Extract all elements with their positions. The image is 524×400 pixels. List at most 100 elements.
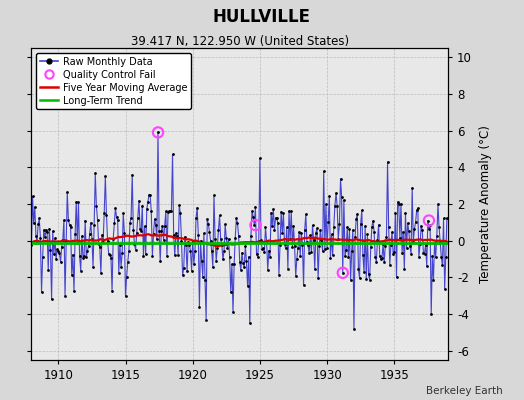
- Point: [222, 235, 231, 241]
- Point: [219, 256, 227, 262]
- Point: [163, 252, 171, 259]
- Point: [136, 226, 144, 232]
- Point: [37, 289, 46, 295]
- Point: [34, 221, 42, 227]
- Point: [126, 220, 134, 226]
- Point: [151, 222, 160, 228]
- Point: [353, 211, 362, 217]
- Point: [431, 254, 440, 260]
- Point: [150, 216, 159, 222]
- Point: [400, 266, 409, 272]
- Point: [416, 241, 424, 248]
- Point: [243, 282, 252, 289]
- Point: [408, 185, 417, 191]
- Point: [304, 242, 312, 248]
- Point: [134, 215, 142, 222]
- Point: [384, 158, 392, 165]
- Point: [332, 190, 340, 196]
- Point: [209, 264, 217, 270]
- Point: [257, 236, 265, 243]
- Point: [352, 216, 361, 222]
- Point: [254, 254, 262, 260]
- Point: [68, 272, 76, 278]
- Point: [100, 210, 108, 216]
- Point: [149, 230, 158, 237]
- Point: [296, 253, 304, 259]
- Point: [175, 202, 183, 209]
- Point: [202, 316, 210, 323]
- Point: [308, 222, 316, 228]
- Point: [116, 242, 124, 248]
- Point: [59, 236, 67, 243]
- Point: [276, 242, 284, 248]
- Point: [270, 227, 279, 234]
- Point: [242, 258, 250, 264]
- Point: [90, 222, 99, 228]
- Point: [110, 220, 118, 226]
- Point: [334, 236, 343, 242]
- Point: [27, 242, 36, 248]
- Point: [152, 236, 161, 242]
- Point: [193, 204, 201, 211]
- Point: [166, 208, 174, 214]
- Point: [137, 228, 145, 234]
- Point: [347, 248, 356, 255]
- Point: [67, 224, 75, 230]
- Point: [157, 228, 166, 234]
- Point: [205, 229, 214, 235]
- Point: [360, 269, 368, 276]
- Point: [336, 176, 345, 182]
- Point: [155, 228, 163, 234]
- Point: [364, 271, 373, 278]
- Point: [333, 203, 341, 209]
- Point: [411, 219, 420, 226]
- Point: [215, 212, 224, 219]
- Point: [403, 220, 412, 226]
- Point: [253, 251, 261, 257]
- Point: [246, 320, 254, 326]
- Point: [167, 208, 176, 214]
- Point: [125, 248, 133, 254]
- Point: [231, 234, 239, 241]
- Point: [266, 254, 274, 260]
- Legend: Raw Monthly Data, Quality Control Fail, Five Year Moving Average, Long-Term Tren: Raw Monthly Data, Quality Control Fail, …: [36, 53, 191, 109]
- Point: [315, 243, 323, 249]
- Point: [419, 250, 428, 256]
- Point: [52, 256, 60, 262]
- Point: [392, 274, 401, 280]
- Point: [359, 252, 367, 258]
- Point: [382, 234, 390, 240]
- Point: [88, 235, 96, 242]
- Point: [286, 236, 294, 242]
- Point: [188, 267, 196, 274]
- Point: [261, 224, 270, 230]
- Point: [265, 248, 273, 254]
- Point: [414, 253, 423, 260]
- Point: [47, 296, 56, 303]
- Point: [442, 254, 450, 260]
- Point: [260, 249, 269, 255]
- Point: [234, 232, 243, 239]
- Point: [217, 241, 226, 248]
- Point: [439, 215, 447, 222]
- Point: [396, 235, 404, 241]
- Point: [300, 227, 309, 233]
- Point: [103, 238, 112, 244]
- Point: [213, 244, 222, 251]
- Point: [148, 252, 157, 259]
- Point: [252, 222, 260, 228]
- Point: [335, 221, 344, 228]
- Point: [85, 230, 94, 237]
- Point: [194, 232, 202, 238]
- Point: [169, 232, 178, 238]
- Point: [106, 252, 114, 258]
- Point: [325, 193, 333, 200]
- Point: [63, 189, 71, 196]
- Point: [74, 199, 83, 206]
- Point: [75, 253, 84, 259]
- Point: [185, 242, 193, 248]
- Point: [323, 244, 331, 251]
- Point: [292, 256, 301, 262]
- Point: [377, 256, 385, 262]
- Point: [144, 199, 152, 205]
